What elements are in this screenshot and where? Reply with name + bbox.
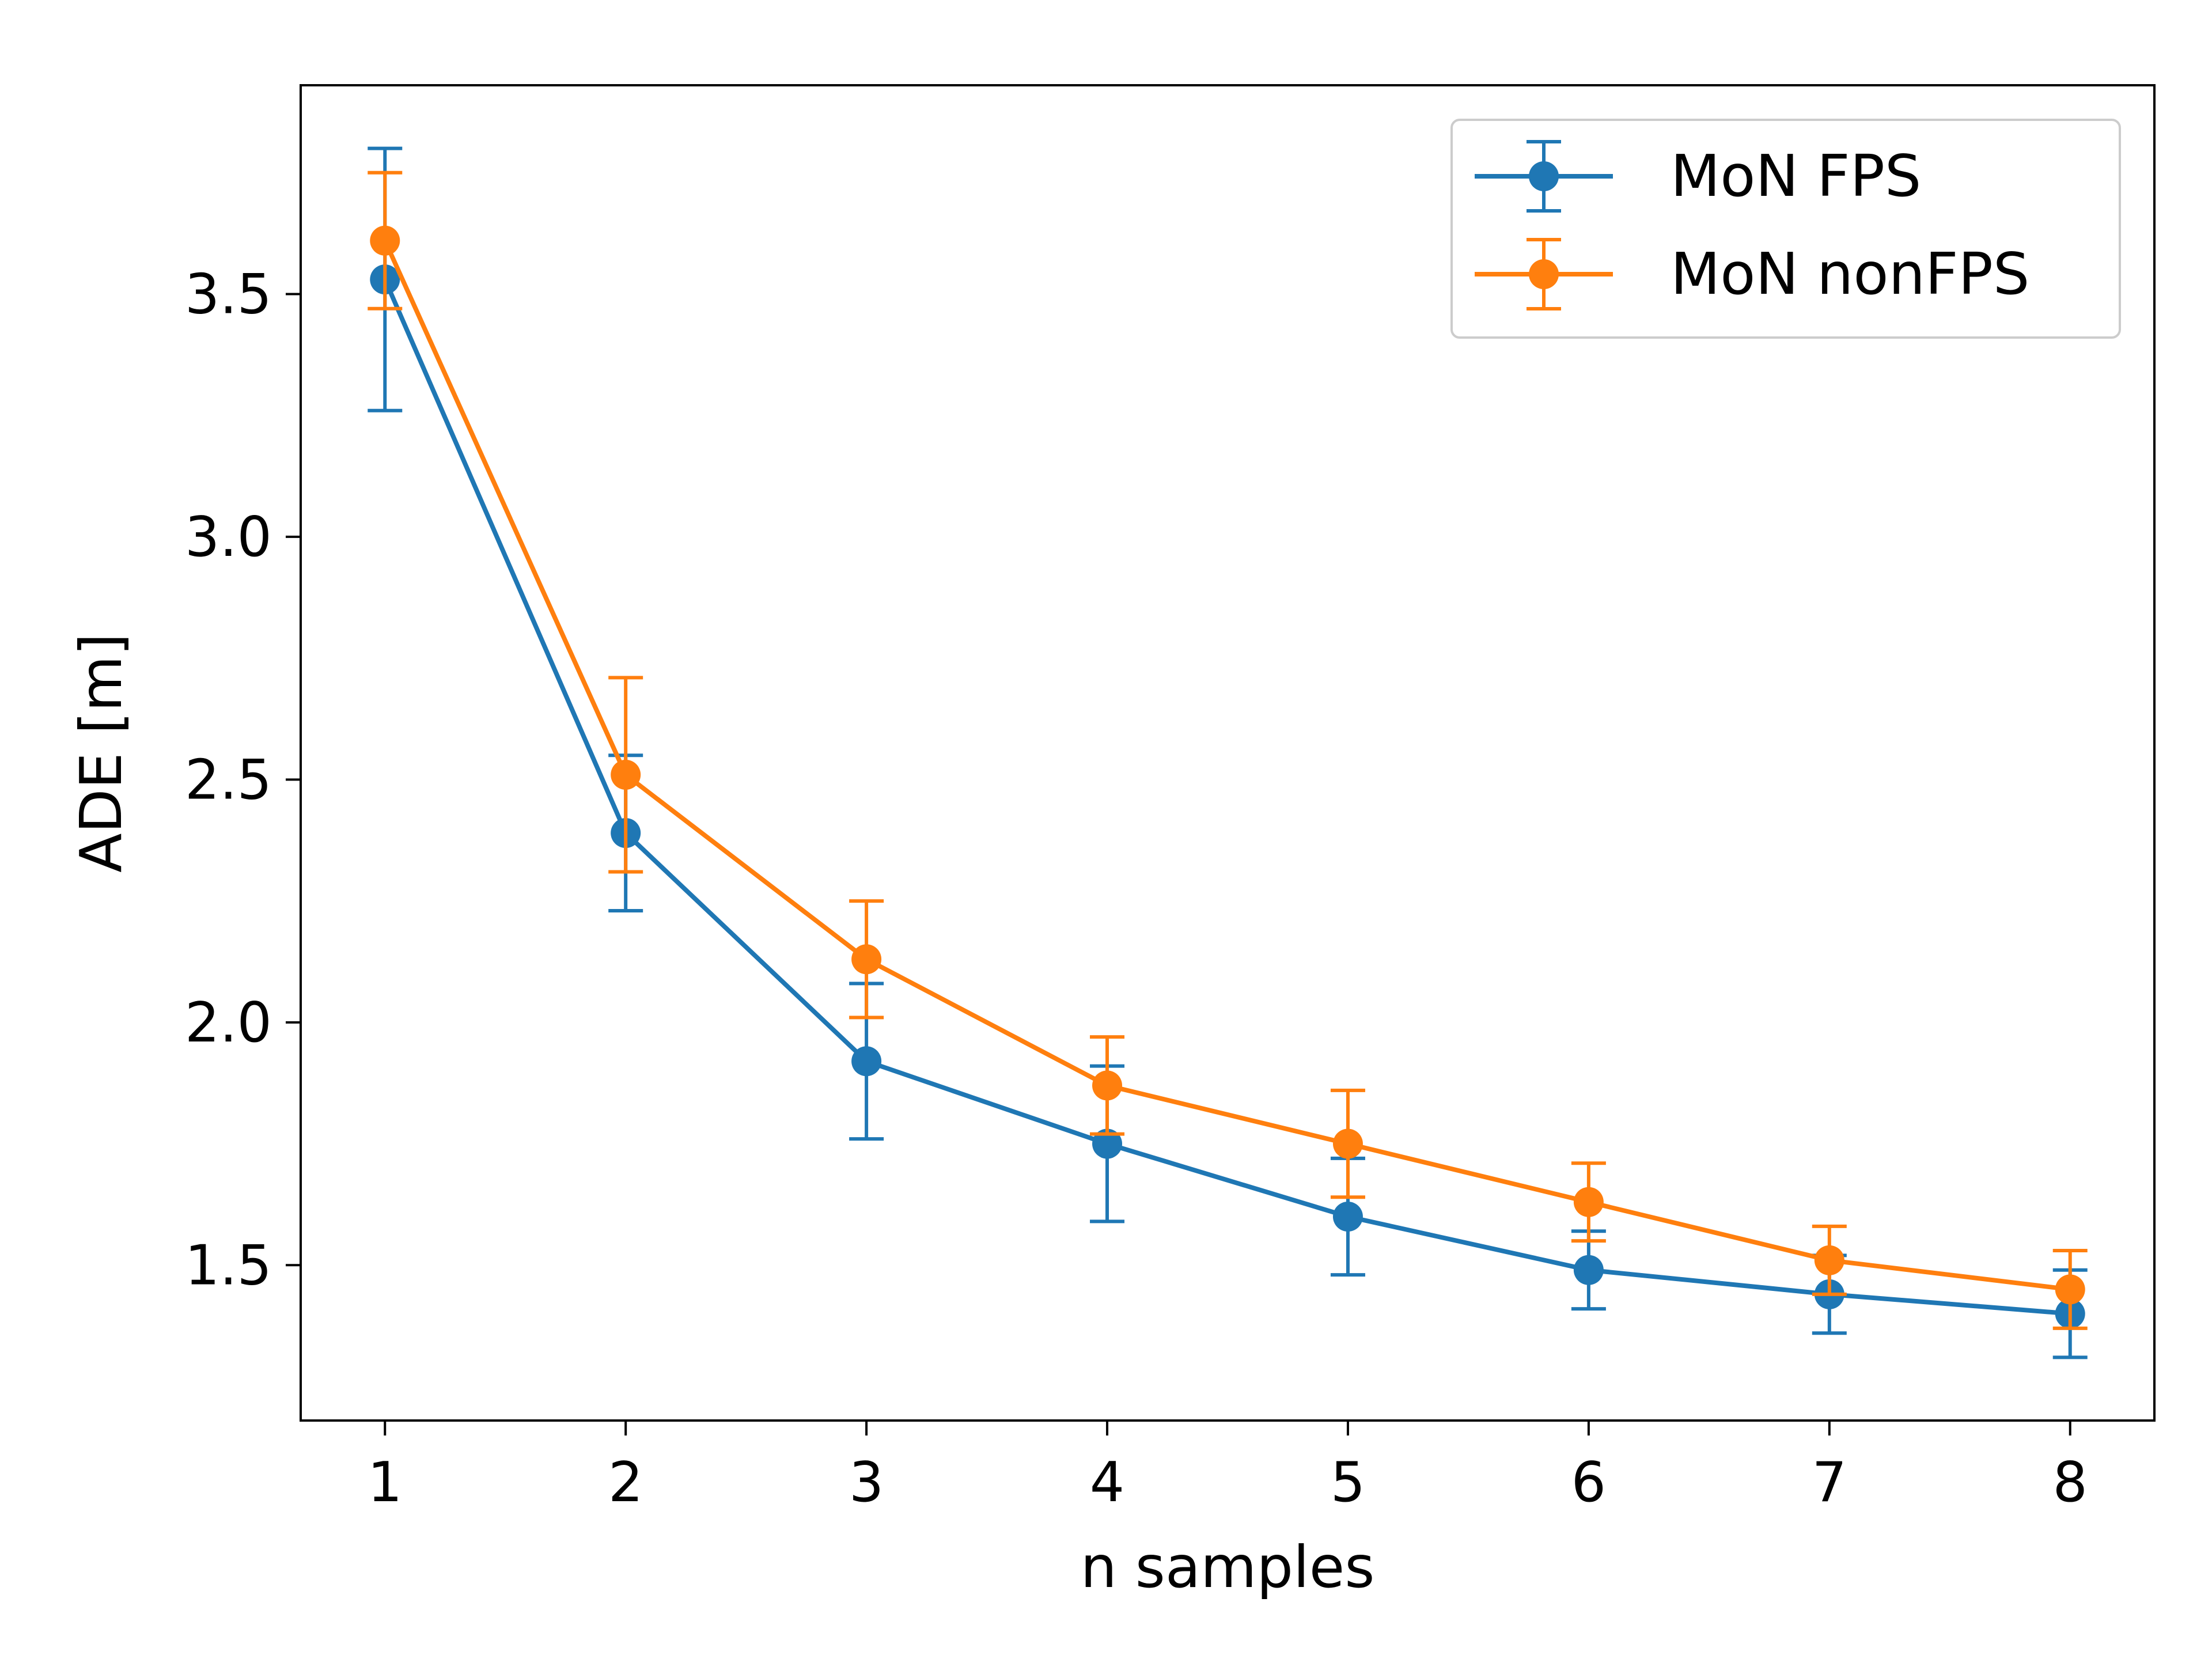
y-tick-label-1.5: 1.5 — [185, 1234, 272, 1297]
x-tick-label-7: 7 — [1812, 1451, 1847, 1514]
x-tick-label-4: 4 — [1090, 1451, 1124, 1514]
x-tick-label-3: 3 — [849, 1451, 884, 1514]
legend-items — [1475, 140, 1613, 310]
data-point-mon-nonfps-8 — [2055, 1274, 2085, 1305]
data-point-mon-fps-5 — [1332, 1201, 1363, 1232]
legend-marker — [1529, 259, 1559, 289]
legend-box — [1450, 119, 2121, 339]
x-tick-label-8: 8 — [2053, 1451, 2088, 1514]
data-point-mon-nonfps-1 — [370, 225, 400, 256]
series-mon-nonfps — [368, 171, 2088, 1330]
y-tick-label-2.0: 2.0 — [185, 991, 272, 1055]
data-point-mon-fps-3 — [851, 1046, 882, 1077]
legend-label-mon-fps: MoN FPS — [1671, 142, 1921, 210]
series-line-mon-fps — [382, 278, 2071, 1316]
y-axis: 1.5 2.0 2.5 3.0 3.5 — [185, 263, 301, 1297]
legend: MoN FPS MoN nonFPS — [1450, 119, 2121, 339]
legend-label-mon-nonfps: MoN nonFPS — [1671, 240, 2029, 308]
y-tick-label-3.5: 3.5 — [185, 263, 272, 326]
data-point-mon-nonfps-5 — [1332, 1128, 1363, 1159]
data-point-mon-fps-4 — [1092, 1128, 1123, 1159]
data-point-mon-nonfps-7 — [1814, 1245, 1844, 1275]
legend-marker — [1529, 161, 1559, 191]
x-tick-label-2: 2 — [608, 1451, 643, 1514]
x-axis: 1 2 3 4 5 6 7 8 — [368, 1421, 2088, 1514]
x-tick-label-6: 6 — [1571, 1451, 1606, 1514]
y-tick-label-3.0: 3.0 — [185, 506, 272, 569]
y-tick-label-2.5: 2.5 — [185, 748, 272, 812]
x-tick-label-1: 1 — [368, 1451, 402, 1514]
legend-handle-mon-fps — [1475, 140, 1613, 213]
series-line-mon-nonfps — [382, 240, 2071, 1292]
legend-handle-mon-nonfps — [1475, 238, 1613, 310]
data-point-mon-nonfps-2 — [611, 759, 641, 790]
x-axis-label: n samples — [1081, 1533, 1375, 1601]
data-point-mon-nonfps-6 — [1573, 1187, 1604, 1217]
data-point-mon-fps-6 — [1573, 1255, 1604, 1285]
series-mon-fps — [368, 146, 2088, 1359]
y-axis-label: ADE [m] — [67, 633, 135, 873]
plot-layer — [368, 146, 2088, 1359]
axes-frame — [300, 84, 2156, 1422]
data-point-mon-nonfps-4 — [1092, 1070, 1123, 1101]
x-tick-label-5: 5 — [1331, 1451, 1365, 1514]
data-point-mon-nonfps-3 — [851, 944, 882, 975]
